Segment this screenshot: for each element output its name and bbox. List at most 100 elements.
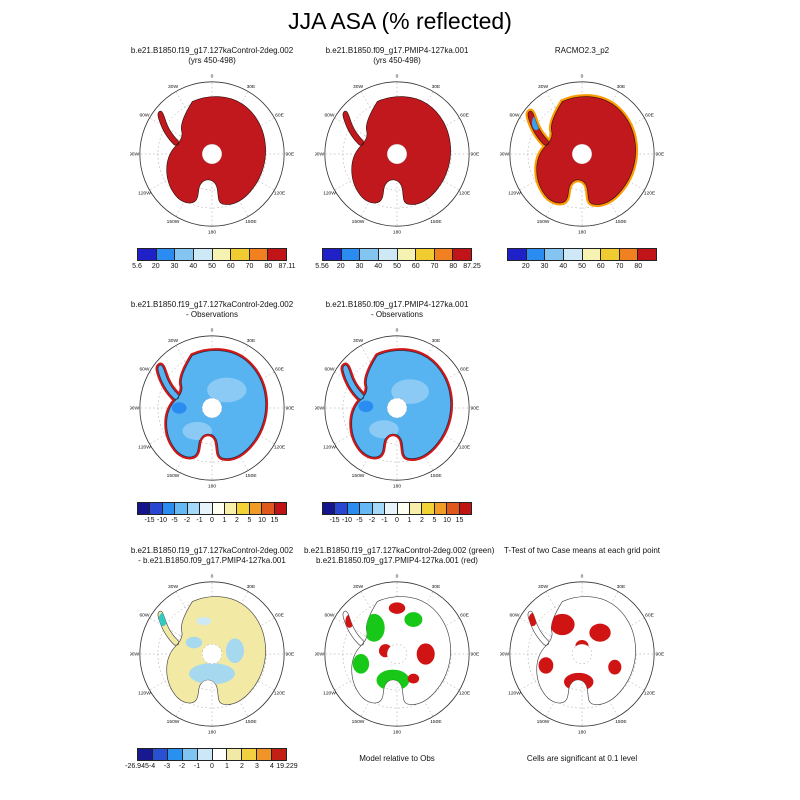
colorbar-labels: -15 -10 -5 -2 -1 0 1 2 5 10 15 [322, 517, 472, 527]
colorbar-tick-label: 80 [449, 263, 458, 270]
colorbar-swatch [227, 749, 243, 760]
colorbar-tick-label: 2 [420, 517, 424, 524]
colorbar-swatch [323, 503, 336, 514]
colorbar-swatch [545, 249, 564, 260]
lon-label: 150W [167, 719, 180, 725]
lon-label: 120E [459, 691, 471, 697]
colorbar-tick-label: 20 [151, 263, 160, 270]
lon-label: 90W [130, 652, 140, 658]
panel-title-control-minus-pmip4: b.e21.B1850.f19_g17.127kaControl-2deg.00… [119, 546, 305, 570]
colorbar-swatch [360, 249, 379, 260]
lon-label: 30W [168, 84, 178, 90]
lon-label: 60E [645, 613, 654, 619]
lon-label: 60E [460, 613, 469, 619]
lon-label: 150W [167, 219, 180, 225]
colorbar-swatch [175, 249, 194, 260]
panel-title-line: b.e21.B1850.f19_g17.127kaControl-2deg.00… [130, 546, 294, 555]
colorbar-tick-label: 60 [411, 263, 420, 270]
panel-pmip4: b.e21.B1850.f09_g17.PMIP4-127ka.001 (yrs … [304, 46, 490, 273]
lon-label: 60E [275, 613, 284, 619]
antarctica-map-green-red-overlay: 0 30E 60E 90E 120E 150E 180 150W 120W 90W 60W 30W [315, 574, 479, 736]
lon-label: 0 [581, 574, 584, 580]
pole-hole [386, 143, 408, 165]
colorbar-tick-label: 60 [596, 263, 605, 270]
lon-label: 30E [617, 584, 626, 590]
colorbar-tick-label: 20 [521, 263, 530, 270]
panel-title-line: T-Test of two Case means at each grid po… [503, 546, 661, 555]
colorbar-tick-label: 1 [222, 517, 227, 524]
colorbar-swatch [447, 503, 460, 514]
map-boundary [509, 81, 655, 227]
lon-label: 60W [509, 613, 519, 619]
lon-label: 90W [315, 152, 325, 158]
colorbar-swatch [397, 249, 417, 260]
colorbar-swatches [137, 248, 287, 261]
colorbar-tick-label: -1 [196, 517, 203, 524]
antarctica-map-t-test: 0 30E 60E 90E 120E 150E 180 150W 120W 90W 60W 30W [500, 574, 664, 736]
lon-label: 120W [323, 191, 336, 197]
lon-label: 150E [245, 719, 257, 725]
lon-label: 150E [430, 719, 442, 725]
lon-label: 180 [393, 230, 401, 236]
lon-label: 30W [168, 338, 178, 344]
colorbar-tick-label: 70 [615, 263, 624, 270]
lon-label: 0 [211, 328, 214, 334]
antarctica-map-pmip4: 0 30E 60E 90E 120E 150E 180 150W 120W 90W 60W 30W [315, 74, 479, 236]
colorbar-swatch [459, 503, 472, 514]
lon-label: 30W [353, 84, 363, 90]
colorbar-tick-label: -15 [329, 517, 340, 524]
panel-green-red-overlay: b.e21.B1850.f19_g17.127kaControl-2deg.00… [304, 546, 495, 763]
map-boundary [324, 81, 470, 227]
lon-label: 60W [324, 113, 334, 119]
colorbar-swatch [242, 749, 258, 760]
lon-label: 30W [168, 584, 178, 590]
lon-label: 150E [245, 473, 257, 479]
colorbar-swatch [409, 503, 423, 514]
colorbar-swatch [167, 749, 183, 760]
panel-title-line: RACMO2.3_p2 [554, 46, 610, 55]
lon-label: 150W [537, 219, 550, 225]
colorbar-tick-label: 15 [455, 517, 464, 524]
panel-pmip4-minus-obs: b.e21.B1850.f09_g17.PMIP4-127ka.001- Obs… [304, 300, 490, 527]
lon-label: 0 [581, 74, 584, 80]
lon-label: 120E [274, 445, 286, 451]
lon-label: 120W [508, 691, 521, 697]
colorbar-swatches [322, 248, 472, 261]
panel-control-minus-obs: b.e21.B1850.f19_g17.127kaControl-2deg.00… [119, 300, 305, 527]
panel-title-line: b.e21.B1850.f19_g17.127kaControl-2deg.00… [130, 300, 294, 309]
lon-label: 0 [211, 74, 214, 80]
lon-label: 90W [130, 406, 140, 412]
colorbar-tick-label: -15 [144, 517, 155, 524]
figure-title: JJA ASA (% reflected) [288, 8, 512, 34]
antarctica-map-control: 0 30E 60E 90E 120E 150E 180 150W 120W 90W 60W 30W [130, 74, 294, 236]
colorbar-tick-label: 40 [189, 263, 198, 270]
colorbar-tick-label: 70 [430, 263, 439, 270]
colorbar-pmip4-minus-obs: -15 -10 -5 -2 -1 0 1 2 5 10 15 [322, 502, 472, 527]
panel-control: b.e21.B1850.f19_g17.127kaControl-2deg.00… [119, 46, 305, 273]
colorbar-tick-label: 30 [540, 263, 549, 270]
colorbar-swatch [347, 503, 361, 514]
colorbar-swatch [249, 249, 269, 260]
colorbar-tick-label: 50 [578, 263, 586, 270]
colorbar-swatch [212, 249, 232, 260]
lon-label: 30E [432, 584, 441, 590]
pole-hole [386, 397, 408, 419]
lon-label: 120W [323, 691, 336, 697]
colorbar-swatch [378, 249, 398, 260]
colorbar-swatch [434, 249, 454, 260]
colorbar-swatch [372, 503, 386, 514]
colorbar-tick-label: 80 [264, 263, 273, 270]
colorbar-swatch [182, 749, 198, 760]
panel-title-line: b.e21.B1850.f19_g17.127kaControl-2deg.00… [304, 546, 495, 555]
lon-label: 150W [352, 473, 365, 479]
lon-label: 120W [138, 691, 151, 697]
colorbar-tick-label: 50 [393, 263, 401, 270]
lon-label: 120E [644, 691, 656, 697]
colorbar-tick-label: 15 [270, 517, 279, 524]
lon-label: 180 [208, 484, 216, 490]
lon-label: 120W [138, 191, 151, 197]
colorbar-swatch [152, 749, 168, 760]
lon-label: 120W [508, 191, 521, 197]
colorbar-swatch [335, 503, 348, 514]
lon-label: 90E [286, 152, 294, 158]
